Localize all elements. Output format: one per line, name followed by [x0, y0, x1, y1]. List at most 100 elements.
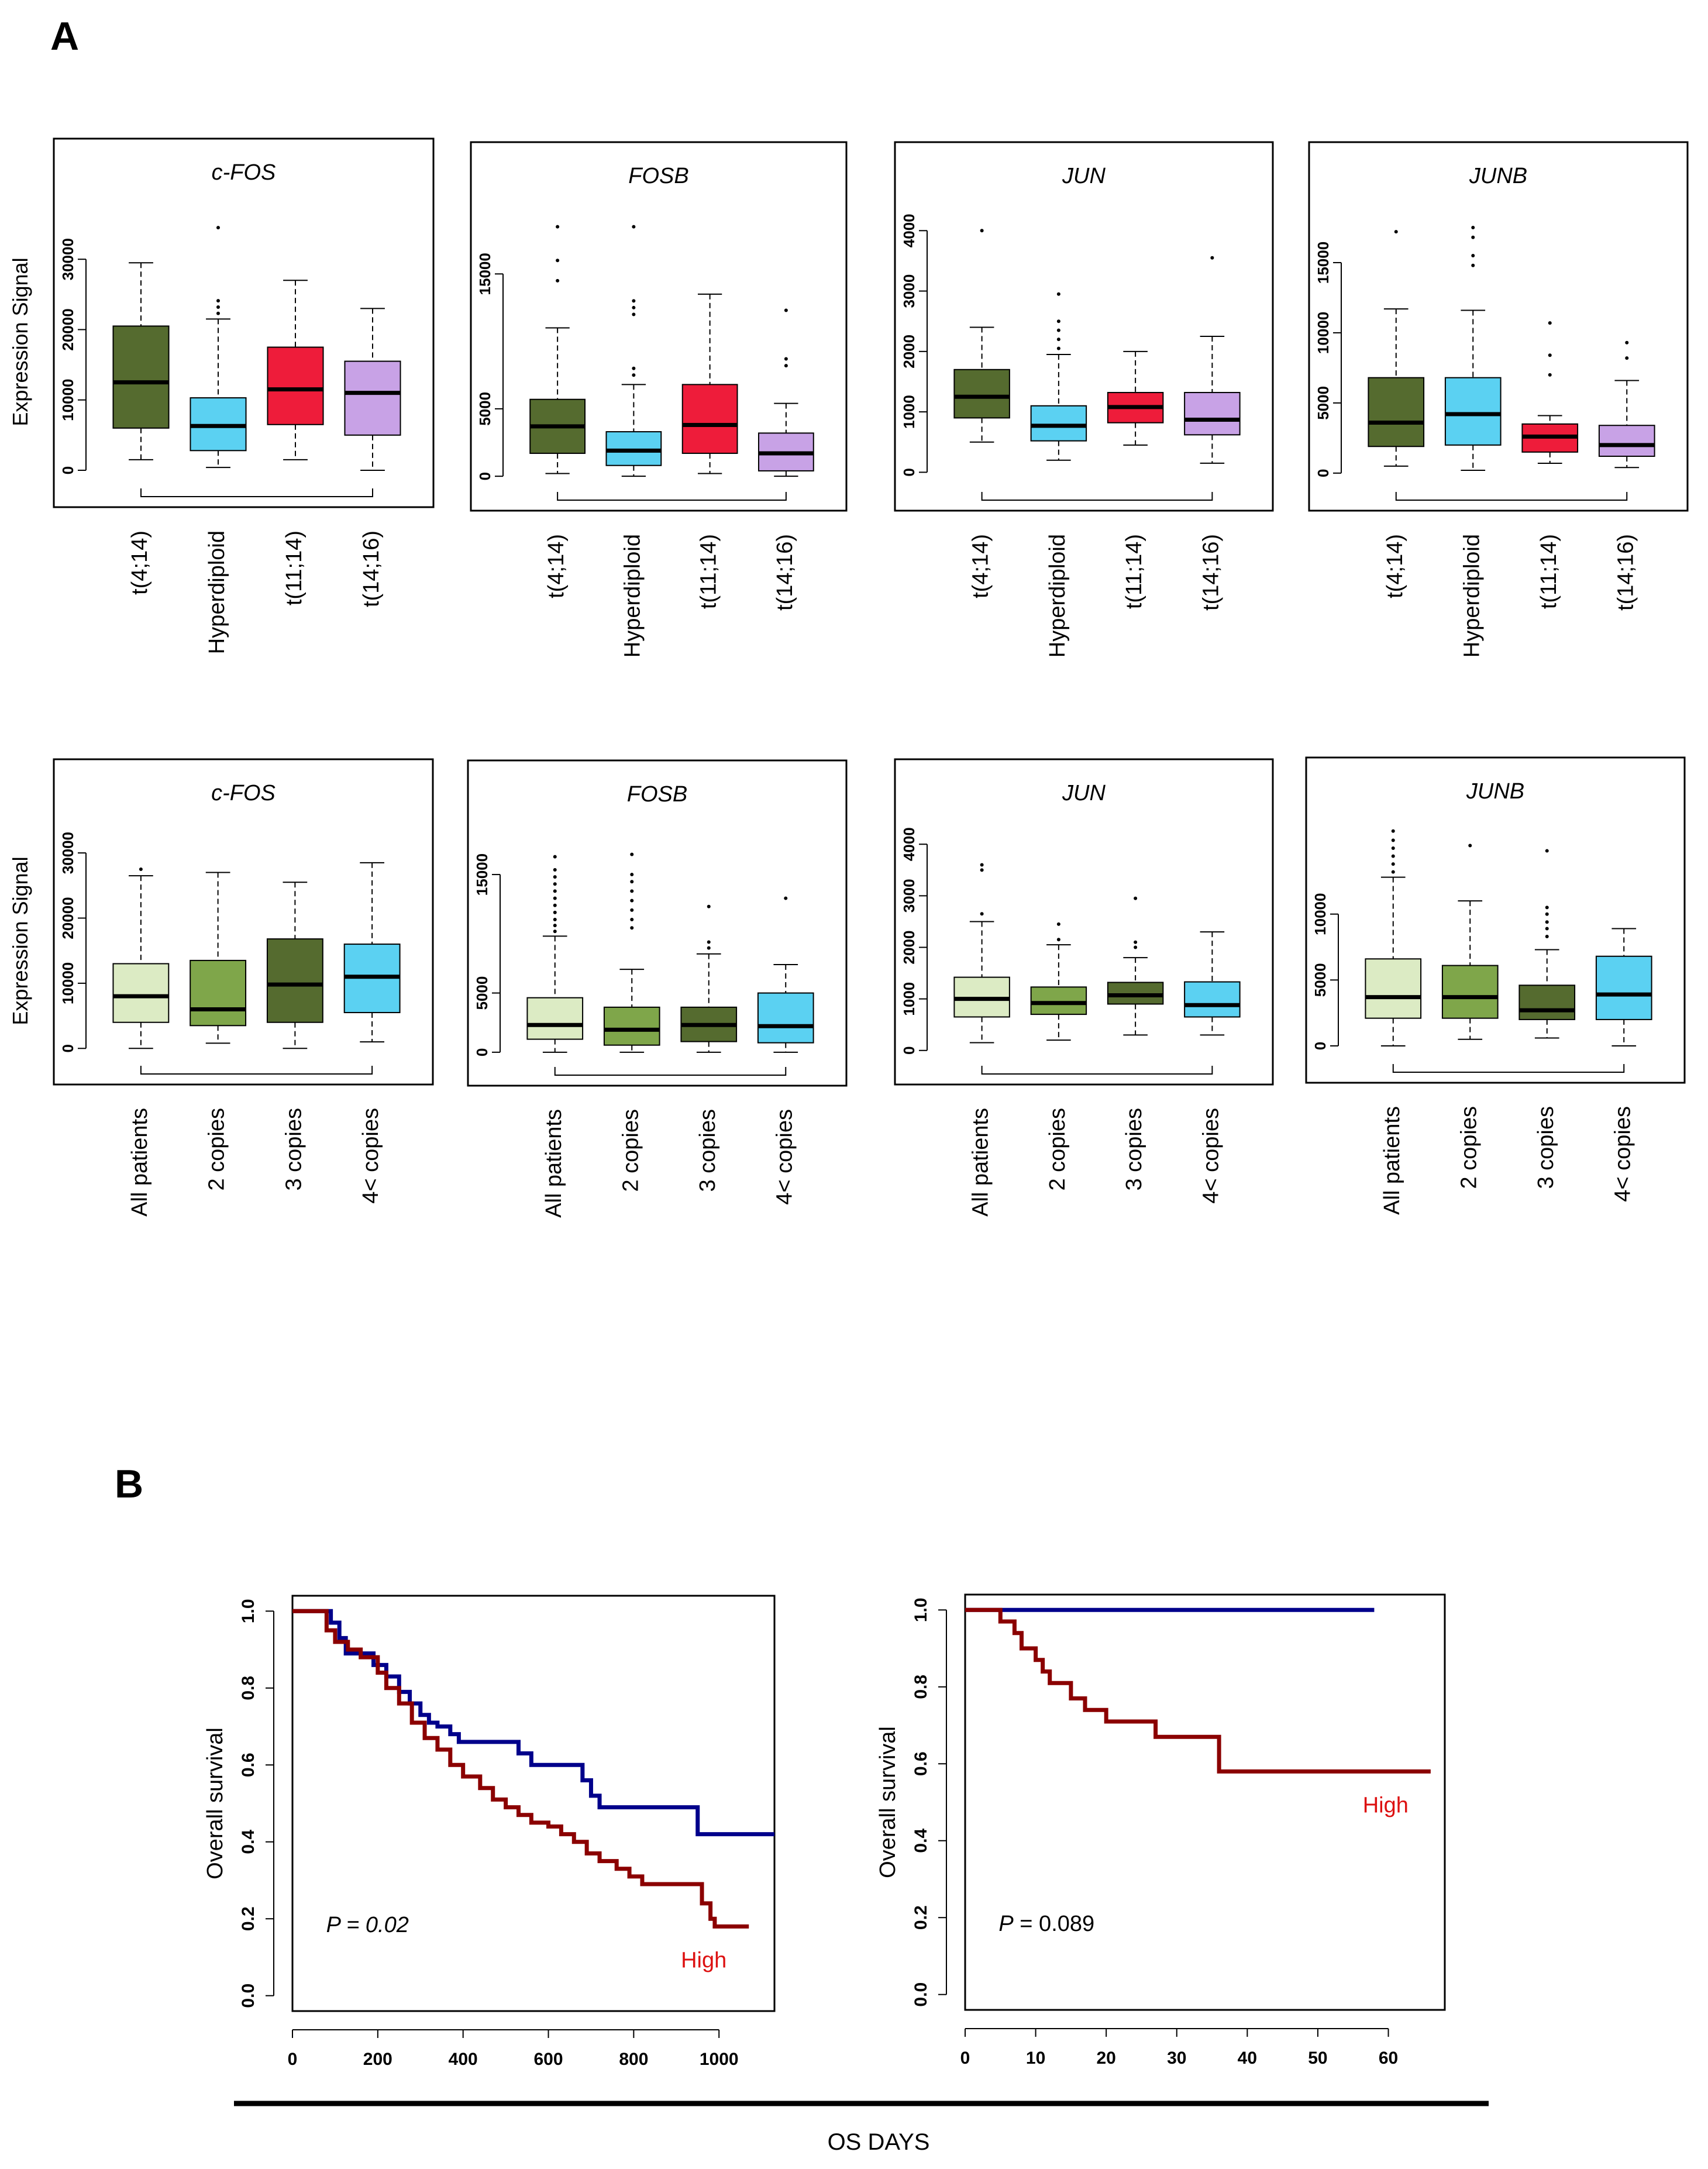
outlier-point — [553, 910, 557, 914]
y-tick-label: 2000 — [900, 931, 918, 965]
y-tick-label: 15000 — [473, 853, 491, 896]
x-tick-label: 3 copies — [281, 1108, 306, 1191]
boxplot-3-jun: JUN 0 1000 2000 3000 4000 t(4;14) Hyperdiploid t… — [894, 141, 1274, 657]
x-tick-label: t(4;14) — [128, 531, 152, 595]
x-axis-bracket — [981, 492, 1213, 501]
outlier-point — [1056, 328, 1060, 332]
label-high: High — [1363, 1793, 1409, 1817]
x-tick-label: t(14;16) — [359, 531, 384, 607]
x-tick-label: 60 — [1379, 2048, 1398, 2068]
x-tick-label: 2 copies — [205, 1108, 229, 1191]
p-value-symbol: P — [998, 1912, 1014, 1936]
outlier-point — [553, 889, 557, 893]
chart-title: FOSB — [628, 164, 688, 188]
boxplot-8-junb: JUNB 0 5000 10000 All patients 2 copies 3 copi… — [1305, 756, 1686, 1215]
box-t-4-14 — [529, 225, 586, 474]
x-tick-label: t(11;14) — [282, 531, 307, 605]
x-tick-label: All patients — [542, 1109, 566, 1218]
box-t-14-16 — [1184, 256, 1241, 464]
x-axis-bracket — [1395, 492, 1628, 501]
outlier-point — [980, 863, 984, 867]
outlier-point — [630, 898, 634, 903]
plot-frame — [53, 137, 435, 508]
box-t-11-14 — [267, 280, 324, 460]
box-hyperdiploid — [1030, 292, 1087, 461]
y-tick-label: 10000 — [59, 962, 77, 1004]
box-iqr — [1598, 425, 1655, 457]
outlier-point — [630, 880, 634, 884]
outlier-point — [1545, 849, 1549, 853]
box-t-14-16 — [1598, 340, 1655, 469]
km-plot-2: 0 10 20 30 40 50 60 0.0 0.2 0.4 0.6 0.8 1.0 Overall s… — [876, 1593, 1446, 2068]
outlier-point — [1625, 340, 1629, 345]
x-tick-label: 30 — [1167, 2048, 1186, 2068]
y-tick-label: 0.4 — [911, 1829, 931, 1853]
y-tick-label: 4000 — [900, 214, 918, 247]
box-4-copies — [1595, 928, 1652, 1046]
y-tick-label: 0.0 — [911, 1982, 931, 2007]
outlier-point — [1471, 263, 1475, 267]
box-2-copies — [1441, 844, 1499, 1040]
boxplot-5-c-fos: c-FOS 0 10000 20000 30000 Expression Signal Al… — [8, 758, 434, 1217]
box-iqr — [1444, 377, 1502, 446]
x-tick-label: Hyperdiploid — [205, 531, 229, 654]
outlier-point — [1056, 922, 1060, 926]
outlier-point — [1545, 912, 1549, 916]
box-iqr — [1595, 955, 1652, 1020]
x-tick-label: Hyperdiploid — [1045, 534, 1070, 657]
x-tick-label: 40 — [1238, 2048, 1257, 2068]
outlier-point — [553, 918, 557, 922]
box-iqr — [953, 369, 1010, 419]
y-tick-label: 5000 — [1311, 963, 1329, 997]
x-tick-label: Hyperdiploid — [1459, 534, 1484, 657]
box-3-copies — [1518, 849, 1576, 1039]
box-all-patients — [112, 867, 170, 1049]
outlier-point — [1471, 225, 1475, 229]
outlier-point — [216, 226, 220, 230]
box-2-copies — [603, 852, 660, 1053]
outlier-point — [553, 903, 557, 907]
box-iqr — [1184, 392, 1241, 436]
outlier-point — [632, 299, 636, 303]
y-tick-label: 0.6 — [911, 1751, 931, 1776]
km-plot-1: 0 200 400 600 800 1000 0.0 0.2 0.4 0.6 0.8 1.0 Overa… — [203, 1595, 776, 2069]
outlier-point — [1471, 253, 1475, 257]
x-tick-label: t(11;14) — [697, 534, 721, 609]
box-iqr — [1107, 982, 1164, 1005]
outlier-point — [1468, 844, 1472, 848]
y-tick-label: 1000 — [900, 982, 918, 1016]
y-tick-label: 15000 — [1314, 242, 1332, 284]
x-tick-label: 2 copies — [1045, 1108, 1070, 1191]
box-iqr — [266, 938, 323, 1023]
outlier-point — [216, 311, 220, 315]
outlier-point — [1210, 256, 1214, 260]
box-t-14-16 — [757, 308, 814, 477]
boxplot-1-c-fos: c-FOS 0 10000 20000 30000 Expression Signal t(… — [8, 137, 435, 654]
outlier-point — [784, 308, 788, 312]
y-tick-label: 3000 — [900, 879, 918, 913]
outlier-point — [1548, 321, 1552, 325]
x-tick-label: 4< copies — [1610, 1106, 1635, 1202]
outlier-point — [556, 259, 560, 263]
x-tick-label: 50 — [1308, 2048, 1327, 2068]
y-tick-label: 2000 — [900, 335, 918, 369]
box-iqr — [267, 346, 324, 425]
plot-frame — [470, 141, 848, 512]
box-2-copies — [190, 872, 247, 1044]
outlier-point — [1134, 945, 1138, 949]
x-tick-label: 400 — [449, 2050, 478, 2069]
panel-label-b: B — [115, 1462, 143, 1506]
x-tick-label: All patients — [1380, 1106, 1404, 1215]
box-all-patients — [953, 863, 1010, 1044]
outlier-point — [553, 867, 557, 872]
chart-title: c-FOS — [212, 160, 276, 185]
x-tick-label: 0 — [288, 2050, 298, 2069]
outlier-point — [1394, 230, 1398, 234]
x-tick-label: t(4;14) — [544, 534, 569, 598]
outlier-point — [630, 873, 634, 877]
y-tick-label: 30000 — [59, 832, 77, 874]
plot-frame — [894, 758, 1274, 1086]
box-hyperdiploid — [1444, 225, 1502, 471]
box-iqr — [344, 360, 401, 436]
